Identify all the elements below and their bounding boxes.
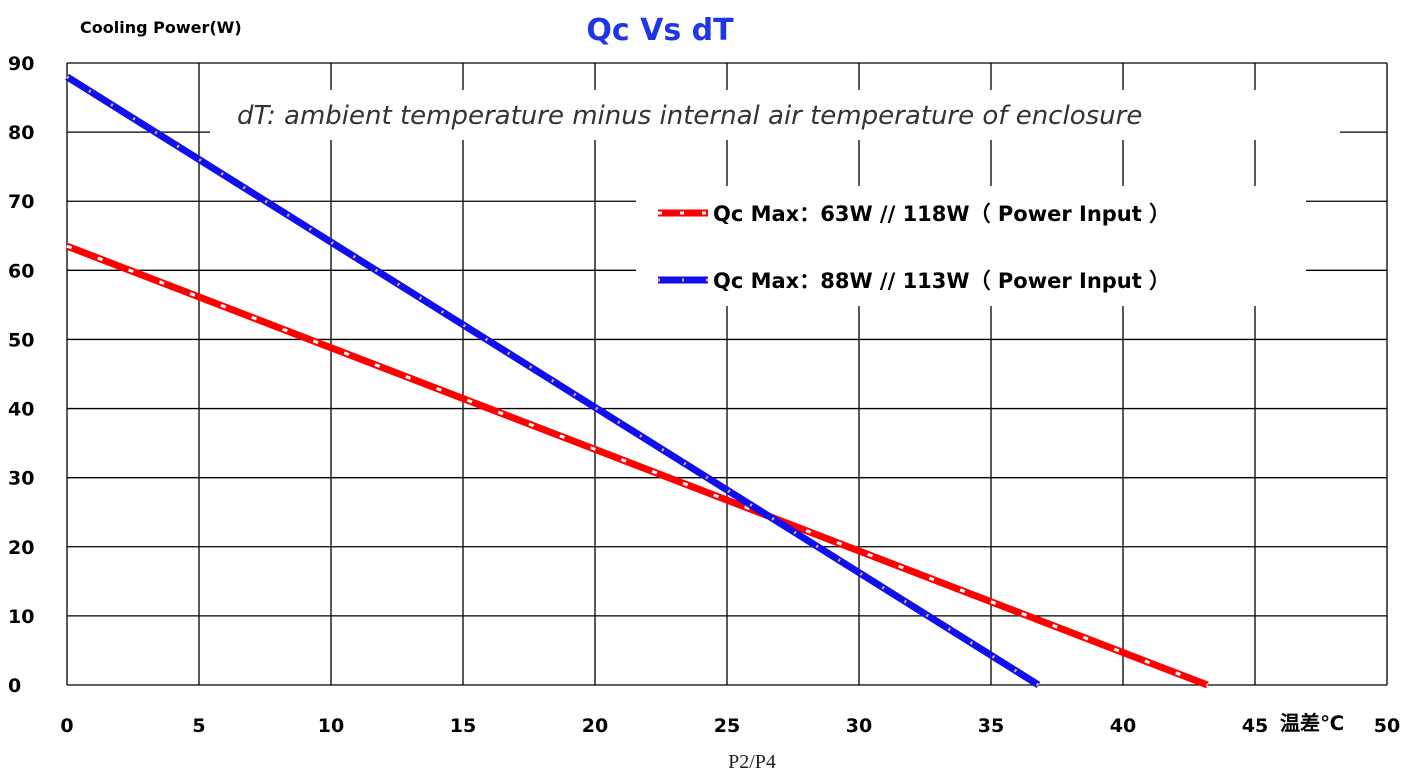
x-axis-label: 温差℃ bbox=[1280, 711, 1344, 735]
x-tick-label: 50 bbox=[1374, 715, 1400, 737]
series-line-1 bbox=[65, 242, 1209, 689]
x-tick-label: 15 bbox=[450, 715, 476, 737]
x-tick-label: 25 bbox=[714, 715, 740, 737]
y-tick-label: 30 bbox=[8, 468, 34, 490]
y-tick-labels: 0 10 20 30 40 50 60 70 80 90 bbox=[8, 53, 34, 697]
y-tick-label: 80 bbox=[8, 122, 34, 144]
annotation-background bbox=[210, 90, 1340, 140]
grid bbox=[66, 62, 1388, 686]
y-tick-label: 50 bbox=[8, 329, 34, 351]
legend-label-1: Qc Max：63W // 118W（ Power Input ） bbox=[713, 202, 1170, 226]
chart-title: Qc Vs dT bbox=[586, 13, 734, 48]
x-tick-label: 10 bbox=[318, 715, 344, 737]
y-tick-label: 60 bbox=[8, 260, 34, 282]
x-tick-labels: 0 5 10 15 20 25 30 35 40 45 50 bbox=[60, 715, 1400, 737]
y-tick-label: 20 bbox=[8, 537, 34, 559]
y-tick-label: 0 bbox=[8, 675, 21, 697]
x-tick-label: 40 bbox=[1110, 715, 1136, 737]
y-tick-label: 70 bbox=[8, 191, 34, 213]
legend-background bbox=[636, 186, 1306, 306]
legend: Qc Max：63W // 118W（ Power Input ） Qc Max：… bbox=[658, 202, 1170, 293]
x-tick-label: 35 bbox=[978, 715, 1004, 737]
x-tick-label: 45 bbox=[1242, 715, 1268, 737]
x-tick-label: 30 bbox=[846, 715, 872, 737]
page-footer: P2/P4 bbox=[728, 751, 776, 773]
y-tick-label: 40 bbox=[8, 399, 34, 421]
series-group bbox=[65, 73, 1209, 689]
y-axis-label: Cooling Power(W) bbox=[80, 18, 242, 37]
x-tick-label: 5 bbox=[192, 715, 205, 737]
x-tick-label: 0 bbox=[60, 715, 73, 737]
series-markers-2 bbox=[66, 75, 1040, 687]
annotation: dT: ambient temperature minus internal a… bbox=[237, 101, 1142, 131]
legend-label-2: Qc Max：88W // 113W（ Power Input ） bbox=[713, 269, 1170, 293]
y-tick-label: 90 bbox=[8, 53, 34, 75]
y-tick-label: 10 bbox=[8, 606, 34, 628]
x-tick-label: 20 bbox=[582, 715, 608, 737]
